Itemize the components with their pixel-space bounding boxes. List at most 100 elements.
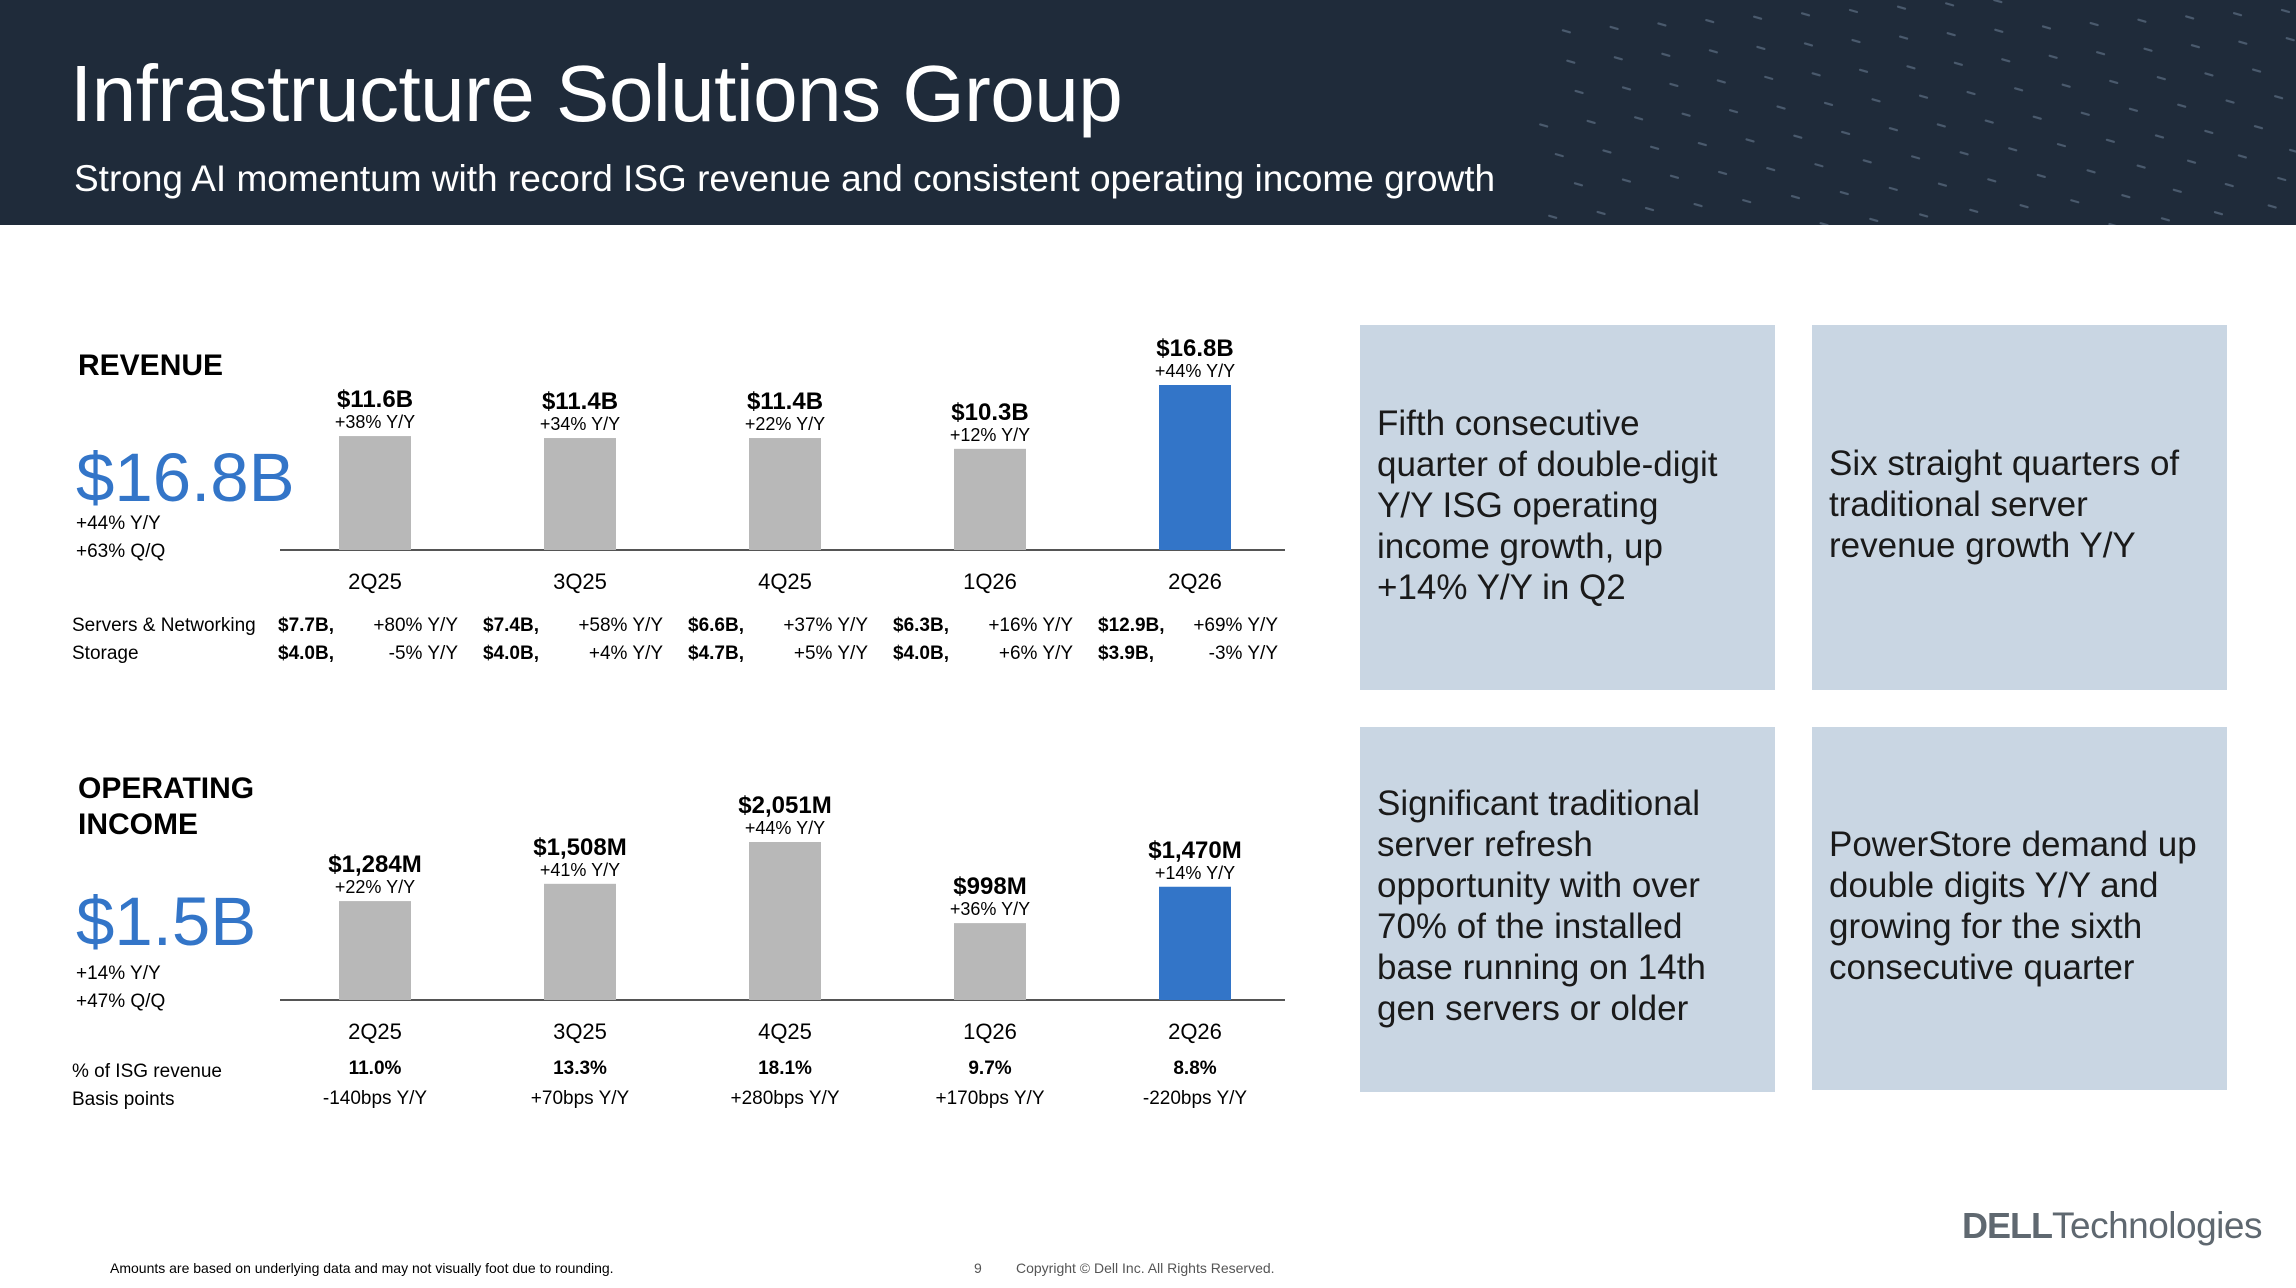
footer-note: Amounts are based on underlying data and… [110,1260,614,1276]
operating-income-bar-chart: $1,284M+22% Y/Y 2Q25 $1,508M+41% Y/Y 3Q25 $2… [280,792,1285,1044]
highlight-card-4-text: PowerStore demand up double digits Y/Y a… [1829,825,2197,987]
operating-income-bar-1q26 [954,923,1026,1000]
highlight-card-1: Fifth consecutive quarter of double-digi… [1360,325,1775,690]
operating-income-growth-label: +41% Y/Y [540,860,620,880]
revenue-yy: +44% Y/Y [76,513,161,534]
basis-points-change: -140bps Y/Y [322,1088,428,1109]
pct-isg-revenue-label: % of ISG revenue [72,1061,222,1082]
operating-income-category-label: 2Q26 [1168,1019,1222,1044]
basis-points-change: +280bps Y/Y [730,1088,840,1109]
revenue-growth-label: +22% Y/Y [745,414,825,434]
revenue-label: REVENUE [78,349,224,382]
storage-change: -3% Y/Y [1208,643,1278,664]
revenue-category-label: 2Q25 [348,569,402,594]
page-number: 9 [974,1260,982,1276]
operating-income-value-label: $2,051M [738,792,831,819]
operating-income-yy: +14% Y/Y [76,963,161,984]
revenue-category-label: 4Q25 [758,569,812,594]
revenue-category-label: 1Q26 [963,569,1017,594]
operating-margin-cell: 8.8% -220bps Y/Y [1105,1054,1285,1114]
storage-value: $3.9B, [1098,643,1154,664]
basis-points-label: Basis points [72,1089,175,1110]
operating-income-category-label: 3Q25 [553,1019,607,1044]
revenue-bar-4q25 [749,438,821,550]
revenue-category-label: 3Q25 [553,569,607,594]
operating-income-value-label: $998M [953,873,1026,900]
revenue-growth-label: +34% Y/Y [540,414,620,434]
servers-change: +16% Y/Y [988,615,1073,636]
page-subtitle: Strong AI momentum with record ISG reven… [74,158,1496,199]
storage-change: -5% Y/Y [388,643,458,664]
storage-value: $4.7B, [688,643,744,664]
operating-income-category-label: 1Q26 [963,1019,1017,1044]
highlight-card-4: PowerStore demand up double digits Y/Y a… [1812,727,2227,1090]
pct-of-isg-revenue: 13.3% [553,1058,607,1079]
operating-income-bar-3q25 [544,883,616,1000]
servers-change: +37% Y/Y [783,615,868,636]
operating-income-growth-label: +22% Y/Y [335,877,415,897]
highlight-card-3: Significant traditional server refresh o… [1360,727,1775,1092]
operating-income-total: $1.5B [76,883,257,960]
revenue-growth-label: +12% Y/Y [950,425,1030,445]
revenue-value-label: $10.3B [951,399,1028,426]
operating-margin-cell: 18.1% +280bps Y/Y [695,1054,875,1114]
operating-income-label-line2: INCOME [78,808,198,841]
page-title: Infrastructure Solutions Group [70,49,1123,138]
revenue-value-label: $11.4B [542,388,618,415]
operating-income-bar-2q26 [1159,886,1231,1000]
operating-income-label-line1: OPERATING [78,772,255,805]
servers-change: +69% Y/Y [1193,615,1278,636]
dell-technologies-logo: DELLTechnologies [1962,1205,2262,1246]
highlight-card-3-text: Significant traditional server refresh o… [1377,784,1706,1028]
storage-value: $4.0B, [893,643,949,664]
operating-income-value-label: $1,284M [328,851,421,878]
storage-change: +5% Y/Y [793,643,868,664]
storage-value: $4.0B, [278,643,334,664]
operating-income-qq: +47% Q/Q [76,991,166,1012]
operating-income-category-label: 4Q25 [758,1019,812,1044]
revenue-bar-2q26 [1159,385,1231,550]
revenue-growth-label: +38% Y/Y [335,412,415,432]
servers-change: +58% Y/Y [578,615,663,636]
highlight-card-2: Six straight quarters of traditional ser… [1812,325,2227,690]
operating-margin-cell: 11.0% -140bps Y/Y [285,1054,465,1114]
servers-networking-label: Servers & Networking [72,615,256,636]
highlight-card-2-text: Six straight quarters of traditional ser… [1829,444,2180,565]
servers-value: $12.9B, [1098,615,1165,636]
highlight-card-1-text: Fifth consecutive quarter of double-digi… [1377,404,1718,607]
basis-points-change: +70bps Y/Y [530,1088,630,1109]
pct-of-isg-revenue: 9.7% [968,1058,1012,1079]
decorative-dot-pattern [1539,0,2296,225]
operating-income-growth-label: +14% Y/Y [1155,863,1235,883]
servers-value: $7.7B, [278,615,334,636]
storage-value: $4.0B, [483,643,539,664]
revenue-category-label: 2Q26 [1168,569,1222,594]
revenue-bar-2q25 [339,436,411,550]
revenue-value-label: $11.6B [337,386,413,413]
operating-income-bar-4q25 [749,842,821,1000]
revenue-bar-3q25 [544,438,616,550]
storage-label: Storage [72,643,139,664]
operating-margin-cell: 9.7% +170bps Y/Y [900,1054,1080,1114]
operating-income-value-label: $1,508M [533,834,626,861]
operating-income-growth-label: +36% Y/Y [950,899,1030,919]
revenue-value-label: $11.4B [747,388,823,415]
pct-of-isg-revenue: 11.0% [348,1058,402,1079]
servers-change: +80% Y/Y [373,615,458,636]
pct-of-isg-revenue: 8.8% [1173,1058,1217,1079]
revenue-value-label: $16.8B [1156,335,1233,362]
pct-of-isg-revenue: 18.1% [758,1058,812,1079]
revenue-growth-label: +44% Y/Y [1155,361,1235,381]
revenue-qq: +63% Q/Q [76,541,166,562]
storage-change: +6% Y/Y [998,643,1073,664]
basis-points-change: -220bps Y/Y [1142,1088,1248,1109]
revenue-bar-1q26 [954,448,1026,550]
operating-income-value-label: $1,470M [1148,837,1241,864]
operating-income-growth-label: +44% Y/Y [745,818,825,838]
storage-change: +4% Y/Y [588,643,663,664]
operating-margin-cell: 13.3% +70bps Y/Y [490,1054,670,1114]
basis-points-change: +170bps Y/Y [935,1088,1045,1109]
title-banner: Infrastructure Solutions Group Strong AI… [0,0,2296,225]
servers-value: $7.4B, [483,615,539,636]
